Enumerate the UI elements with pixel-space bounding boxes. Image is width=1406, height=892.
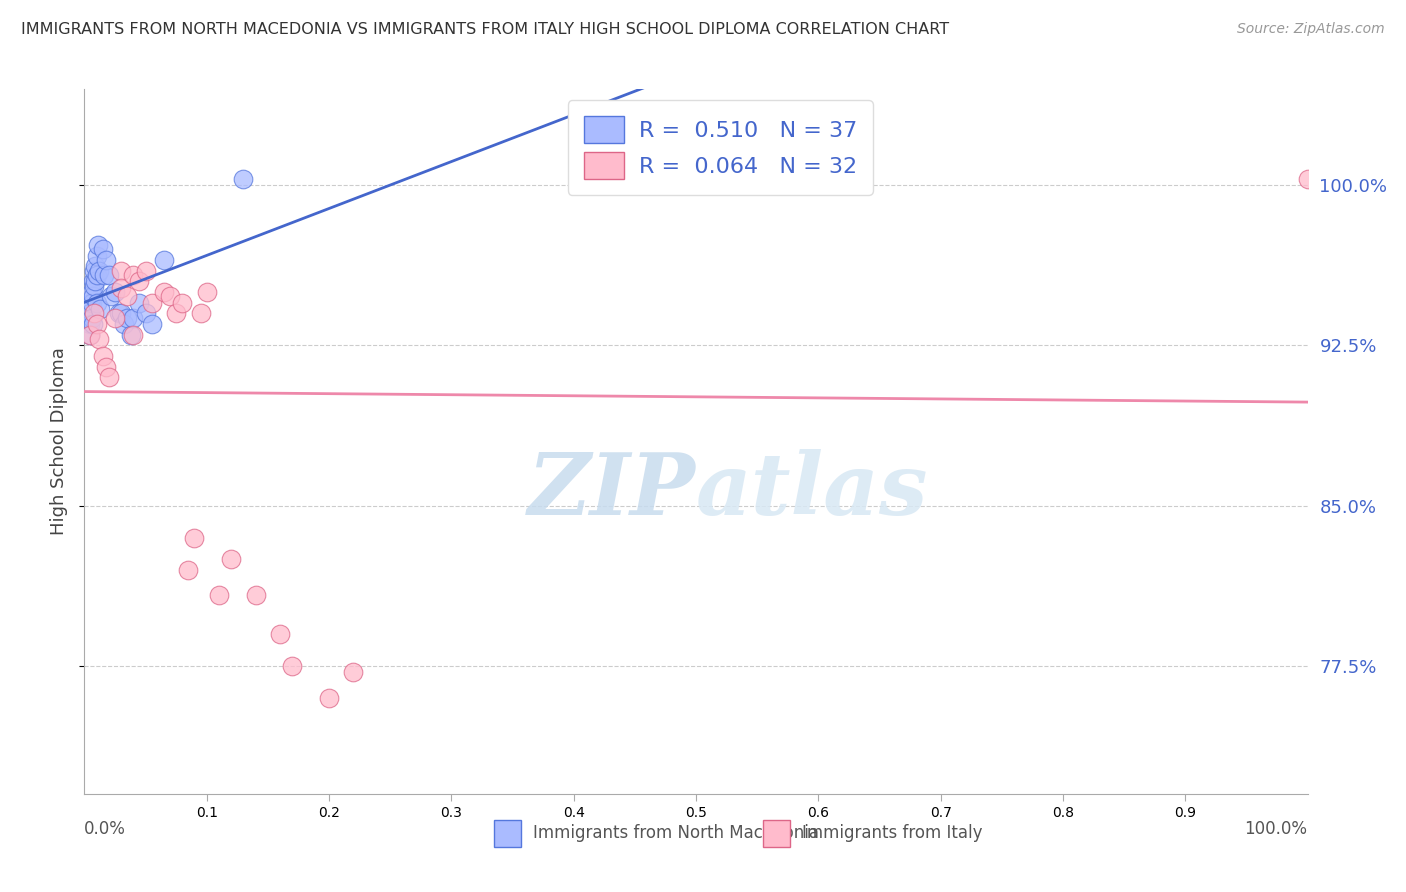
Point	[190, 306, 212, 320]
Point	[232, 172, 254, 186]
Point	[79, 306, 101, 320]
Point	[128, 295, 150, 310]
Point	[86, 268, 108, 282]
Point	[96, 359, 118, 374]
Point	[208, 588, 231, 602]
Point	[80, 285, 103, 299]
Point	[135, 306, 157, 320]
Point	[172, 295, 194, 310]
Point	[87, 238, 110, 252]
Point	[83, 278, 105, 293]
Point	[122, 268, 145, 282]
Point	[79, 327, 101, 342]
Point	[122, 310, 145, 325]
Point	[120, 327, 142, 342]
Point	[84, 274, 107, 288]
Point	[82, 289, 104, 303]
Point	[177, 563, 200, 577]
Point	[110, 263, 132, 277]
Point	[219, 552, 242, 566]
Point	[183, 531, 205, 545]
Point	[89, 302, 111, 317]
Point	[84, 260, 107, 274]
Point	[97, 370, 120, 384]
Text: Immigrants from North Macedonia: Immigrants from North Macedonia	[533, 824, 820, 842]
Point	[79, 317, 101, 331]
Text: 0.0%: 0.0%	[84, 820, 127, 838]
Point	[110, 306, 132, 320]
FancyBboxPatch shape	[763, 820, 790, 847]
Point	[93, 268, 115, 282]
Point	[128, 274, 150, 288]
Point	[165, 306, 187, 320]
Point	[318, 690, 340, 705]
Text: 100.0%: 100.0%	[1244, 820, 1308, 838]
FancyBboxPatch shape	[494, 820, 522, 847]
Point	[141, 317, 163, 331]
Point	[159, 289, 181, 303]
Point	[245, 588, 267, 602]
Point	[80, 310, 103, 325]
Point	[83, 263, 105, 277]
Text: Source: ZipAtlas.com: Source: ZipAtlas.com	[1237, 22, 1385, 37]
Point	[153, 253, 176, 268]
Point	[86, 295, 108, 310]
Point	[100, 289, 122, 303]
Text: IMMIGRANTS FROM NORTH MACEDONIA VS IMMIGRANTS FROM ITALY HIGH SCHOOL DIPLOMA COR: IMMIGRANTS FROM NORTH MACEDONIA VS IMMIG…	[21, 22, 949, 37]
Point	[87, 332, 110, 346]
Text: atlas: atlas	[696, 449, 928, 533]
Point	[112, 317, 135, 331]
Point	[269, 626, 291, 640]
Point	[342, 665, 364, 680]
Point	[115, 289, 138, 303]
Point	[115, 310, 138, 325]
Text: ZIP: ZIP	[529, 449, 696, 533]
Point	[82, 317, 104, 331]
Point	[195, 285, 218, 299]
Point	[104, 285, 127, 299]
Point	[153, 285, 176, 299]
Point	[96, 253, 118, 268]
Point	[83, 306, 105, 320]
Point	[104, 310, 127, 325]
Point	[91, 243, 114, 257]
Point	[122, 327, 145, 342]
Point	[1296, 172, 1319, 186]
Text: Immigrants from Italy: Immigrants from Italy	[803, 824, 983, 842]
Point	[141, 295, 163, 310]
Point	[82, 274, 104, 288]
Point	[110, 281, 132, 295]
Point	[79, 327, 101, 342]
Point	[86, 317, 108, 331]
Y-axis label: High School Diploma: High School Diploma	[49, 348, 67, 535]
Point	[91, 349, 114, 363]
Point	[107, 306, 129, 320]
Point	[281, 658, 304, 673]
Legend: R =  0.510   N = 37, R =  0.064   N = 32: R = 0.510 N = 37, R = 0.064 N = 32	[568, 100, 873, 194]
Point	[86, 249, 108, 263]
Point	[87, 263, 110, 277]
Point	[79, 295, 101, 310]
Point	[80, 295, 103, 310]
Point	[135, 263, 157, 277]
Point	[97, 268, 120, 282]
